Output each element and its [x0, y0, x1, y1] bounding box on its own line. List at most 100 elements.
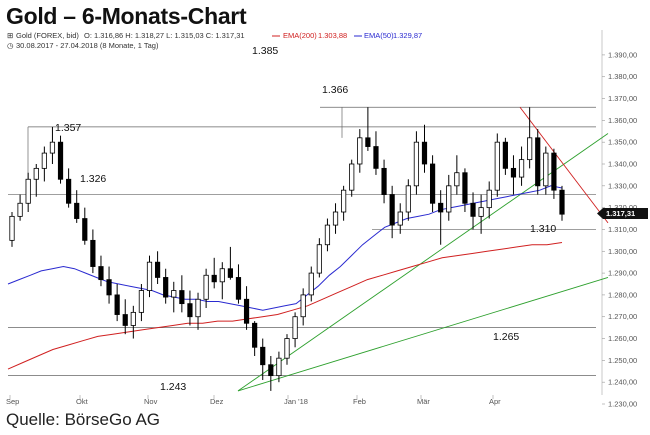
y-tick-label: 1.370,00 — [608, 94, 637, 103]
candle-body — [357, 137, 363, 165]
candle-body — [454, 172, 460, 187]
x-tick-label: Feb — [353, 397, 366, 406]
candle-body — [300, 294, 306, 318]
candle-body — [276, 357, 282, 377]
ema50-legend-label: EMA(50) — [364, 31, 394, 40]
candle-body — [57, 141, 64, 180]
y-tick-label: 1.350,00 — [608, 138, 637, 147]
candle-body — [373, 146, 379, 169]
candle-body — [243, 298, 250, 324]
candle-body — [527, 137, 533, 161]
candle-body — [349, 163, 355, 191]
candle-body — [9, 215, 15, 241]
candle-body — [486, 189, 492, 209]
candle-body — [163, 277, 169, 298]
candle-body — [413, 141, 420, 187]
header-date-range: 30.08.2017 - 27.04.2018 (8 Monate, 1 Tag… — [16, 41, 159, 50]
level-label: 1.310 — [530, 223, 556, 235]
candle-body — [146, 261, 153, 291]
level-annotations: 1.366 1.357 1.326 1.310 1.265 1.243 1.385 — [55, 45, 556, 393]
candle-body — [510, 167, 517, 178]
candle-body — [324, 224, 331, 246]
candle-body — [219, 268, 225, 283]
candle-body — [49, 141, 56, 154]
level-label: 1.385 — [252, 45, 278, 57]
candle-body — [502, 141, 508, 169]
candle-body — [543, 152, 549, 187]
candle-body — [446, 185, 452, 213]
candle-body — [462, 172, 468, 204]
y-tick-label: 1.230,00 — [608, 400, 637, 409]
candle-body — [82, 218, 88, 241]
y-tick-label: 1.320,00 — [608, 203, 637, 212]
candle-body — [429, 163, 436, 204]
y-tick-label: 1.360,00 — [608, 116, 637, 125]
candle-body — [389, 194, 395, 226]
y-tick-label: 1.240,00 — [608, 378, 637, 387]
candle-body — [397, 211, 403, 226]
candle-body — [365, 137, 371, 147]
candle-body — [518, 159, 525, 178]
level-label: 1.366 — [322, 84, 348, 96]
candle-body — [179, 290, 185, 305]
x-tick-label: Nov — [144, 397, 158, 406]
y-tick-label: 1.330,00 — [608, 181, 637, 190]
candle-body — [25, 178, 31, 204]
candle-body — [405, 185, 411, 213]
candle-body — [559, 189, 565, 215]
candle-body — [227, 268, 233, 278]
candle-body — [90, 239, 96, 267]
uptrend-line-flat — [237, 277, 609, 392]
x-tick-label: Sep — [6, 397, 19, 406]
candle-body — [154, 261, 161, 278]
candle-body — [478, 207, 484, 217]
candle-body — [438, 202, 444, 213]
candle-body — [203, 274, 209, 300]
candle-body — [551, 152, 557, 191]
candle-body — [308, 272, 314, 296]
y-tick-label: 1.380,00 — [608, 72, 637, 81]
candle-body — [106, 279, 112, 296]
candle-body — [187, 303, 193, 318]
y-tick-label: 1.280,00 — [608, 290, 637, 299]
x-tick-label: Okt — [76, 397, 89, 406]
x-tick-label: Mär — [417, 397, 430, 406]
candle-body — [421, 141, 428, 165]
series-symbol-icon: ⊞ — [7, 31, 13, 40]
y-axis: 1.230,00 1.240,00 1.250,00 1.260,00 1.270,00… — [602, 50, 637, 409]
y-tick-label: 1.270,00 — [608, 312, 637, 321]
level-label: 1.243 — [160, 381, 186, 393]
candle-body — [260, 346, 266, 366]
ema50-legend-value: 1.329,87 — [393, 31, 422, 40]
candle-body — [138, 290, 145, 313]
candle-body — [284, 338, 290, 359]
ema200-legend-label: EMA(200) — [283, 31, 317, 40]
candle-body — [41, 152, 47, 169]
candle-body — [17, 202, 23, 217]
candle-body — [316, 244, 322, 274]
y-tick-label: 1.290,00 — [608, 269, 637, 278]
last-price-tag: 1.317,31 — [597, 208, 648, 220]
y-tick-label: 1.340,00 — [608, 160, 637, 169]
header-ohlc: O: 1.316,86 H: 1.318,27 L: 1.315,03 C: 1… — [84, 31, 245, 40]
level-label: 1.326 — [80, 173, 106, 185]
chart-title: Gold – 6-Monats-Chart — [6, 3, 247, 29]
candle-body — [33, 167, 39, 180]
x-tick-label: Apr — [489, 397, 501, 406]
candles — [9, 107, 565, 391]
candle-body — [195, 298, 201, 318]
candle-body — [292, 316, 298, 339]
header-instrument: Gold (FOREX, bid) — [16, 31, 79, 40]
level-label: 1.265 — [493, 331, 519, 343]
candle-body — [381, 167, 387, 195]
source-caption: Quelle: BörseGo AG — [6, 410, 161, 429]
y-tick-label: 1.250,00 — [608, 356, 637, 365]
candle-body — [66, 178, 72, 204]
y-tick-label: 1.300,00 — [608, 247, 637, 256]
candle-body — [74, 202, 80, 219]
y-tick-label: 1.310,00 — [608, 225, 637, 234]
level-label: 1.357 — [55, 122, 81, 134]
candle-body — [235, 277, 242, 300]
x-tick-label: Dez — [210, 397, 224, 406]
